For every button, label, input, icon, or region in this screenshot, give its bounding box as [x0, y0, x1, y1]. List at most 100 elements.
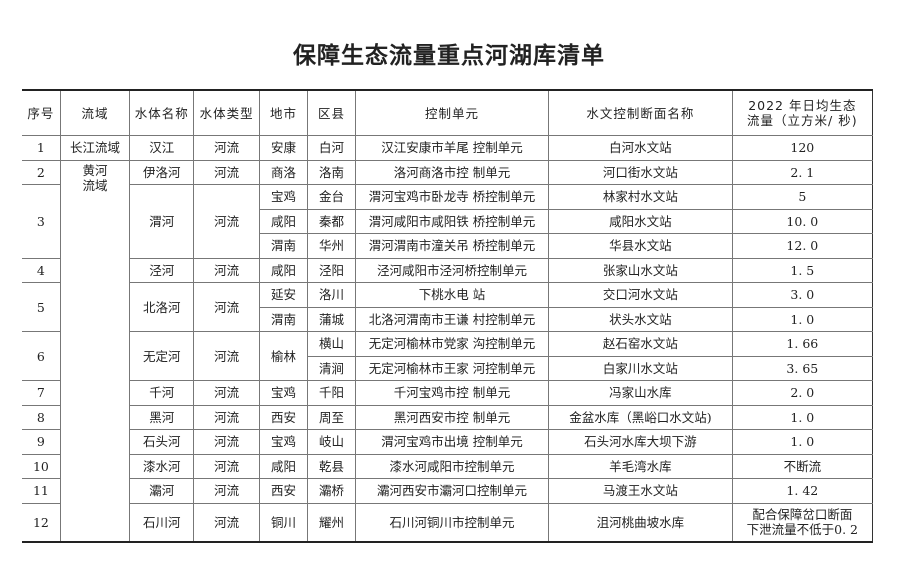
header-col-basin: 流域 — [59, 89, 131, 136]
table-row: 9 石头河 河流 宝鸡 岐山 渭河宝鸡市出境 控制单元 石头河水库大坝下游 1. 0 — [22, 429, 874, 455]
row-number: 4 — [22, 257, 61, 283]
city-cell: 延安 — [259, 282, 308, 308]
row-number: 11 — [22, 478, 61, 504]
table-row: 2 黄河 流域 伊洛河 河流 商洛 洛南 洛河商洛市控 制单元 河口街水文站 2. 1 — [22, 159, 874, 542]
section-cell: 沮河桃曲坡水库 — [548, 502, 733, 542]
section-cell: 咸阳水文站 — [548, 208, 733, 234]
flow-cell: 配合保障岔口断面 下泄流量不低于0. 2 — [731, 502, 874, 542]
water-body-name: 北洛河 — [129, 282, 195, 332]
water-body-name: 灞河 — [129, 478, 195, 504]
county-cell: 乾县 — [306, 453, 356, 479]
city-cell: 西安 — [259, 478, 308, 504]
table-body: 1 长江流域 汉江 河流 安康 白河 汉江安康市羊尾 控制单元 白河水文站 120 2 黄河 流域伊… — [22, 135, 874, 542]
county-cell: 蒲城 — [306, 306, 356, 332]
water-body-name: 渭河 — [129, 184, 195, 259]
city-cell: 铜川 — [259, 502, 308, 542]
row-number: 7 — [22, 380, 61, 406]
table-row: 6 无定河 河流 榆林 横山 无定河榆林市党家 沟控制单元 赵石窑水文站 1. 66 — [22, 331, 874, 381]
table-row: 1 长江流域 汉江 河流 安康 白河 汉江安康市羊尾 控制单元 白河水文站 120 — [22, 135, 874, 161]
county-cell: 横山 — [306, 331, 356, 357]
control-unit-cell: 北洛河渭南市王谦 村控制单元 — [354, 306, 550, 332]
row-number: 10 — [22, 453, 61, 479]
river-lake-list-table: 序号 流域 水体名称 水体类型 地市 区县 控制单元 水文控制断面名称 2022 年日均生态 流… — [22, 89, 874, 543]
water-body-type: 河流 — [193, 404, 260, 430]
water-body-name: 石川河 — [129, 502, 195, 542]
table-row: 4 泾河 河流 咸阳 泾阳 泾河咸阳市泾河桥控制单元 张家山水文站 1. 5 — [22, 257, 874, 283]
water-body-name: 无定河 — [129, 331, 195, 381]
header-col-control-unit: 控制单元 — [354, 89, 550, 136]
county-cell: 华州 — [306, 233, 356, 259]
section-cell: 华县水文站 — [548, 233, 733, 259]
county-cell: 洛川 — [306, 282, 356, 308]
flow-cell: 1. 0 — [731, 404, 874, 430]
section-cell: 石头河水库大坝下游 — [548, 429, 733, 455]
water-body-type: 河流 — [193, 502, 260, 542]
city-cell: 商洛 — [259, 159, 308, 185]
section-cell: 张家山水文站 — [548, 257, 733, 283]
city-cell: 咸阳 — [259, 257, 308, 283]
city-cell: 宝鸡 — [259, 429, 308, 455]
header-col-water-type: 水体类型 — [193, 89, 260, 136]
water-body-name: 黑河 — [129, 404, 195, 430]
table-row: 7 千河 河流 宝鸡 千阳 千河宝鸡市控 制单元 冯家山水库 2. 0 — [22, 380, 874, 406]
control-unit-cell: 下桃水电 站 — [354, 282, 550, 308]
water-body-type: 河流 — [193, 184, 260, 259]
county-cell: 周至 — [306, 404, 356, 430]
county-cell: 岐山 — [306, 429, 356, 455]
county-cell: 泾阳 — [306, 257, 356, 283]
control-unit-cell: 灞河西安市灞河口控制单元 — [354, 478, 550, 504]
city-cell: 渭南 — [259, 306, 308, 332]
water-body-type: 河流 — [193, 159, 260, 185]
section-cell: 冯家山水库 — [548, 380, 733, 406]
row-number: 12 — [22, 502, 61, 542]
page-title: 保障生态流量重点河湖库清单 — [293, 43, 605, 69]
city-cell: 咸阳 — [259, 453, 308, 479]
control-unit-cell: 黑河西安市控 制单元 — [354, 404, 550, 430]
flow-cell: 不断流 — [731, 453, 874, 479]
water-body-name: 千河 — [129, 380, 195, 406]
control-unit-cell: 渭河宝鸡市卧龙寺 桥控制单元 — [354, 184, 550, 210]
city-cell: 宝鸡 — [259, 184, 308, 210]
water-body-type: 河流 — [193, 135, 260, 161]
control-unit-cell: 渭河咸阳市咸阳铁 桥控制单元 — [354, 208, 550, 234]
control-unit-cell: 千河宝鸡市控 制单元 — [354, 380, 550, 406]
row-number: 9 — [22, 429, 61, 455]
county-cell: 洛南 — [306, 159, 356, 185]
row-number: 3 — [22, 184, 61, 259]
water-body-name: 汉江 — [129, 135, 195, 161]
table-row: 10 漆水河 河流 咸阳 乾县 漆水河咸阳市控制单元 羊毛湾水库 不断流 — [22, 453, 874, 479]
city-cell: 西安 — [259, 404, 308, 430]
water-body-type: 河流 — [193, 331, 260, 381]
row-number: 8 — [22, 404, 61, 430]
table-row: 清涧 无定河榆林市王家 河控制单元 白家川水文站 3. 65 — [22, 355, 874, 381]
county-cell: 耀州 — [306, 502, 356, 542]
row-number: 5 — [22, 282, 61, 332]
control-unit-cell: 渭河宝鸡市出境 控制单元 — [354, 429, 550, 455]
control-unit-cell: 渭河渭南市潼关吊 桥控制单元 — [354, 233, 550, 259]
header-col-no: 序号 — [22, 89, 61, 136]
county-cell: 金台 — [306, 184, 356, 210]
city-cell: 渭南 — [259, 233, 308, 259]
section-cell: 河口街水文站 — [548, 159, 733, 185]
flow-cell: 1. 0 — [731, 306, 874, 332]
flow-cell: 2. 1 — [731, 159, 874, 185]
header-col-water-body: 水体名称 — [129, 89, 195, 136]
section-cell: 马渡王水文站 — [548, 478, 733, 504]
flow-cell: 2. 0 — [731, 380, 874, 406]
control-unit-cell: 洛河商洛市控 制单元 — [354, 159, 550, 185]
flow-cell: 3. 65 — [731, 355, 874, 381]
basin-cell: 长江流域 — [59, 135, 131, 161]
water-body-type: 河流 — [193, 453, 260, 479]
city-cell: 宝鸡 — [259, 380, 308, 406]
control-unit-cell: 无定河榆林市党家 沟控制单元 — [354, 331, 550, 357]
city-cell: 咸阳 — [259, 208, 308, 234]
table-header-row: 序号 流域 水体名称 水体类型 地市 区县 控制单元 水文控制断面名称 2022 年日均生态 流… — [22, 89, 874, 136]
section-cell: 状头水文站 — [548, 306, 733, 332]
water-body-name: 漆水河 — [129, 453, 195, 479]
section-cell: 赵石窑水文站 — [548, 331, 733, 357]
county-cell: 白河 — [306, 135, 356, 161]
table-row: 11 灞河 河流 西安 灞桥 灞河西安市灞河口控制单元 马渡王水文站 1. 42 — [22, 478, 874, 504]
flow-cell: 12. 0 — [731, 233, 874, 259]
section-cell: 白河水文站 — [548, 135, 733, 161]
control-unit-cell: 泾河咸阳市泾河桥控制单元 — [354, 257, 550, 283]
